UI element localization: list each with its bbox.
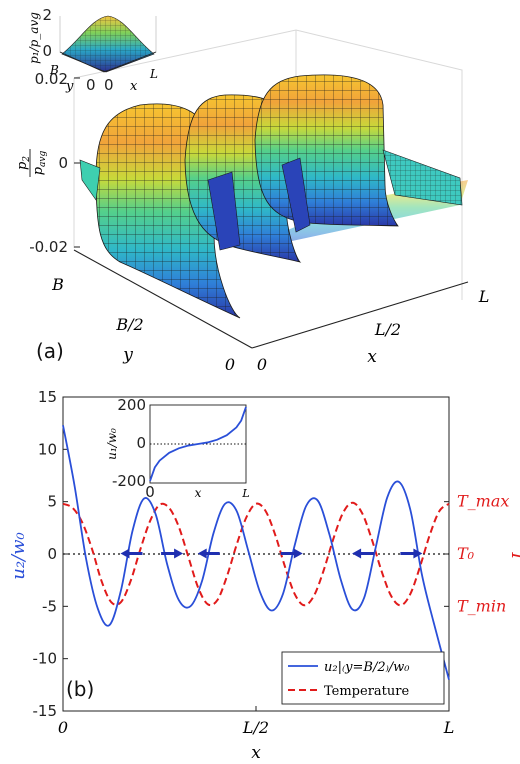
panel-a-surface bbox=[79, 74, 468, 319]
inset-y-tick-label: -200 bbox=[112, 472, 146, 490]
left-y-tick-label: 15 bbox=[38, 388, 57, 406]
x-tick-label: 0 bbox=[257, 355, 267, 374]
x-axis-label: x bbox=[251, 743, 261, 763]
panel-a-z-ticks bbox=[74, 77, 80, 248]
velocity-series-line bbox=[62, 425, 450, 680]
inset-y-tick-label: 0 bbox=[136, 434, 146, 452]
z-axis-label-numerator: p2 bbox=[15, 156, 32, 170]
inset-z-tick-label: 2 bbox=[42, 6, 52, 24]
right-y-axis-label: T bbox=[507, 550, 520, 564]
z-axis-label: p2 pavg bbox=[15, 149, 48, 177]
inset-x-tick-label: L bbox=[149, 67, 158, 81]
inset-z-tick-label: 0 bbox=[42, 42, 52, 60]
x-axis-label: x bbox=[367, 347, 377, 367]
x-tick-label: L/2 bbox=[242, 718, 269, 737]
left-y-tick-label: 5 bbox=[47, 493, 57, 511]
flow-arrow-head bbox=[293, 548, 303, 559]
legend-entry-velocity: u₂|₍y=B/2₎/w₀ bbox=[324, 660, 410, 675]
surface-trough-1 bbox=[207, 171, 241, 251]
panel-b-label: (b) bbox=[66, 677, 94, 701]
panel-a: 0.02 0 -0.02 p2 pavg B B/2 0 y 0 L/2 L x… bbox=[15, 6, 489, 374]
flow-arrow-head bbox=[197, 548, 207, 559]
inset-y-axis-label: y bbox=[65, 79, 74, 94]
z-tick-label: 0 bbox=[58, 154, 68, 172]
surface-trough-2 bbox=[281, 157, 311, 233]
x-ticks: 0 L/2 L bbox=[58, 706, 454, 737]
z-axis-label-denominator: pavg bbox=[31, 150, 48, 175]
inset-y-axis-label: u₁/w₀ bbox=[105, 428, 119, 460]
inset-z-axis-label: p₁/p_avg bbox=[27, 12, 41, 64]
flow-arrow-head bbox=[352, 548, 362, 559]
right-y-ticks: T_max T₀ T_min bbox=[444, 492, 509, 615]
panel-a-base-axes bbox=[73, 249, 469, 349]
left-y-tick-label: 0 bbox=[47, 545, 57, 563]
left-y-tick-label: -15 bbox=[33, 702, 58, 720]
legend: u₂|₍y=B/2₎/w₀ Temperature bbox=[281, 651, 445, 705]
inset-x-tick-label: 0 bbox=[104, 76, 114, 94]
left-y-tick-label: -5 bbox=[42, 597, 57, 615]
panel-a-label: (a) bbox=[36, 339, 64, 363]
z-tick-label: -0.02 bbox=[29, 238, 68, 256]
inset-series-line bbox=[149, 406, 247, 482]
x-tick-label: L bbox=[443, 718, 455, 737]
surface-edge-left bbox=[79, 159, 101, 201]
flow-arrow-head bbox=[174, 548, 184, 559]
x-tick-label: L/2 bbox=[374, 320, 401, 339]
z-tick-label: 0.02 bbox=[35, 70, 68, 88]
inset-x-tick-label: 0 bbox=[145, 483, 155, 501]
inset-y-tick-label: B bbox=[49, 63, 59, 77]
right-y-tick-label: T₀ bbox=[457, 544, 475, 563]
x-tick-label: L bbox=[478, 287, 490, 306]
flow-arrow-head bbox=[413, 548, 423, 559]
x-tick-label: 0 bbox=[58, 718, 68, 737]
inset-x-tick-label: L bbox=[241, 487, 249, 500]
right-y-tick-label: T_max bbox=[457, 492, 509, 511]
legend-box bbox=[281, 651, 445, 705]
inset-y-tick-label: 200 bbox=[117, 396, 146, 414]
y-tick-label: B/2 bbox=[115, 315, 143, 334]
left-y-ticks: 15 10 5 0 -5 -10 -15 bbox=[33, 388, 68, 720]
inset-y-tick-label: 0 bbox=[86, 76, 96, 94]
inset-x-axis-label: x bbox=[130, 79, 138, 94]
flow-arrows bbox=[120, 548, 423, 559]
panel-a-inset: 2 0 p₁/p_avg B y 0 0 x L bbox=[27, 6, 158, 94]
left-y-axis-label: u₂/w₀ bbox=[8, 532, 29, 580]
right-y-tick-label: T_min bbox=[457, 596, 506, 615]
panel-b-inset: 200 0 -200 0 L x u₁/w₀ bbox=[105, 396, 250, 501]
inset-x-axis-label: x bbox=[195, 486, 202, 500]
flow-arrow-head bbox=[120, 548, 130, 559]
y-tick-label: 0 bbox=[225, 355, 235, 374]
left-y-tick-label: 10 bbox=[38, 440, 57, 458]
y-tick-label: B bbox=[51, 275, 64, 294]
left-y-tick-label: -10 bbox=[33, 650, 58, 668]
legend-entry-temperature: Temperature bbox=[324, 684, 409, 699]
y-axis-label: y bbox=[122, 345, 133, 365]
